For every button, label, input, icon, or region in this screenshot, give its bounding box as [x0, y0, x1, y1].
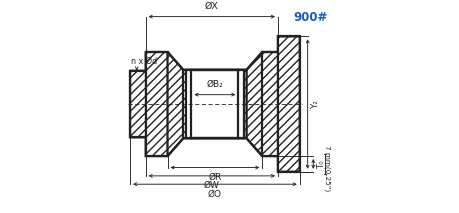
Text: Y₂: Y₂	[311, 100, 320, 108]
Text: ØW: ØW	[203, 181, 219, 190]
Polygon shape	[130, 71, 146, 137]
Polygon shape	[146, 52, 167, 156]
Text: ØR: ØR	[208, 173, 221, 182]
Text: T₀: T₀	[316, 160, 325, 168]
Polygon shape	[277, 36, 299, 172]
Text: ØX: ØX	[204, 2, 218, 11]
Text: 7 mm(0.25"): 7 mm(0.25")	[324, 145, 330, 191]
Text: 900#: 900#	[293, 12, 327, 24]
Polygon shape	[246, 52, 262, 156]
Polygon shape	[186, 70, 243, 138]
Text: ØB₂: ØB₂	[206, 80, 223, 89]
Polygon shape	[183, 70, 246, 138]
Polygon shape	[262, 52, 277, 156]
Polygon shape	[167, 52, 183, 156]
Text: ØO: ØO	[207, 190, 221, 199]
Text: n x Ød: n x Ød	[131, 56, 157, 66]
